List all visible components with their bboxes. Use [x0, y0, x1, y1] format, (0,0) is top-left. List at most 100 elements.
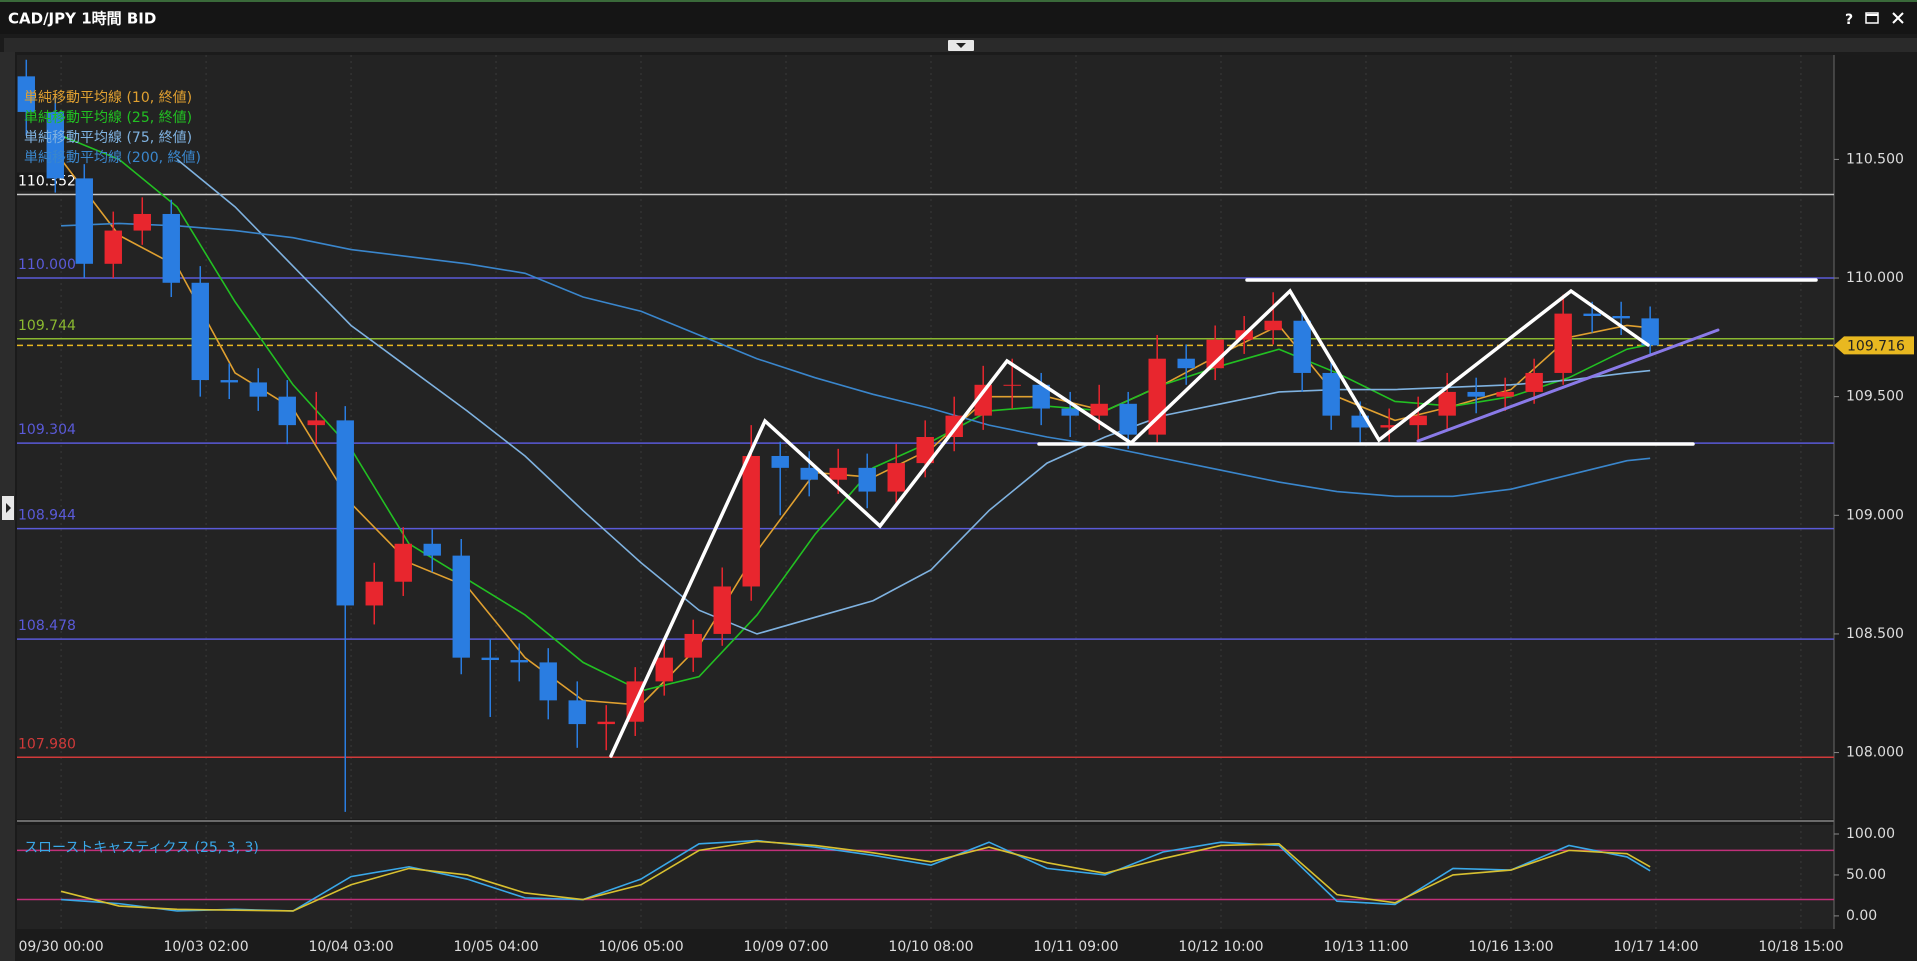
title-bar	[0, 0, 1917, 34]
candle-body	[423, 543, 441, 556]
x-tick-label: 10/03 02:00	[163, 939, 248, 955]
maximize-button[interactable]	[1865, 12, 1879, 24]
candle-body	[1293, 320, 1311, 373]
candle-body	[1206, 339, 1224, 369]
candle-body	[539, 662, 557, 701]
x-tick-label: 10/18 15:00	[1758, 939, 1843, 955]
x-tick-label: 10/09 07:00	[743, 939, 828, 955]
oscillator-layer	[17, 839, 1834, 912]
candle-body	[1438, 391, 1456, 416]
candle-body	[191, 282, 209, 381]
oscillator-tick-label: 100.00	[1846, 826, 1895, 842]
oscillator-line	[60, 840, 1651, 912]
candle-body	[336, 420, 354, 606]
candle-body	[597, 721, 615, 725]
side-panel-toggle[interactable]	[2, 496, 14, 520]
candle-body	[1467, 391, 1485, 397]
legend-entry: 単純移動平均線 (75, 終値)	[24, 130, 192, 146]
x-tick-label: 10/11 09:00	[1033, 939, 1118, 955]
candle-body	[568, 700, 586, 725]
oscillator-tick-label: 50.00	[1846, 867, 1886, 883]
rising-trendline	[1416, 328, 1720, 443]
candle-body	[481, 657, 499, 661]
oscillator-line	[61, 839, 1651, 912]
candle-body	[1409, 415, 1427, 426]
candle-body	[887, 463, 905, 492]
current-price-tag	[1834, 336, 1914, 355]
side-toggle-arrow	[6, 503, 11, 513]
candle-body	[104, 230, 122, 264]
candle-body	[1583, 313, 1601, 316]
candle-body	[1003, 384, 1021, 386]
candle-body	[1032, 384, 1050, 409]
level-label: 107.980	[18, 736, 76, 752]
y-tick-label: 108.500	[1846, 626, 1904, 642]
candle-body	[510, 660, 528, 663]
candle-body	[1119, 403, 1137, 435]
window-title: CAD/JPY 1時間 BID	[8, 10, 156, 28]
x-tick-label: 10/10 08:00	[888, 939, 973, 955]
x-tick-label: 10/16 13:00	[1468, 939, 1553, 955]
drawn-trendlines	[609, 278, 1818, 758]
level-label: 108.478	[18, 618, 76, 634]
candle-body	[278, 396, 296, 426]
candle-body	[1322, 372, 1340, 416]
axes-layer: 09/30 00:00 10/03 02:00 10/04 03:00 10/05 0…	[18, 151, 1914, 955]
maximize-icon	[1865, 12, 1879, 24]
toolbar-toggle[interactable]	[948, 40, 974, 51]
x-tick-label: 10/12 10:00	[1178, 939, 1263, 955]
legend-entry: 単純移動平均線 (10, 終値)	[24, 90, 192, 106]
close-icon	[1892, 12, 1904, 24]
oscillator-panel	[17, 825, 1834, 929]
candle-layer	[17, 59, 1659, 812]
candle-body	[1264, 320, 1282, 331]
candle-body	[1090, 403, 1108, 416]
candle-body	[394, 543, 412, 582]
level-label: 108.944	[18, 508, 76, 524]
candle-body	[713, 586, 731, 634]
close-button[interactable]	[1892, 12, 1904, 24]
candle-body	[684, 633, 702, 658]
help-button[interactable]: ?	[1845, 12, 1853, 28]
candle-body	[249, 382, 267, 397]
candle-body	[742, 455, 760, 587]
candle-body	[800, 467, 818, 480]
x-tick-label: 09/30 00:00	[18, 939, 103, 955]
toolbar-toggle-arrow	[956, 43, 966, 48]
oscillator-title: スローストキャスティクス (25, 3, 3)	[24, 840, 259, 856]
candle-body	[1641, 318, 1659, 346]
legend: 単純移動平均線 (10, 終値) 単純移動平均線 (25, 終値) 単純移動平均線 …	[24, 90, 201, 166]
y-tick-label: 108.000	[1846, 745, 1904, 761]
candle-body	[220, 380, 238, 383]
candle-body	[1554, 313, 1572, 373]
legend-entry: 単純移動平均線 (200, 終値)	[24, 150, 201, 166]
candle-body	[17, 76, 35, 112]
x-tick-label: 10/06 05:00	[598, 939, 683, 955]
moving-average-line	[176, 158, 1651, 635]
candle-body	[307, 420, 325, 426]
y-tick-label: 109.000	[1846, 507, 1904, 523]
candle-body	[1612, 315, 1630, 319]
candle-body	[945, 415, 963, 437]
legend-entry: 単純移動平均線 (25, 終値)	[24, 110, 192, 126]
candle-body	[1351, 415, 1369, 428]
candle-body	[162, 213, 180, 283]
candle-body	[771, 455, 789, 468]
y-tick-label: 110.500	[1846, 151, 1904, 167]
candle-body	[46, 111, 64, 179]
y-tick-label: 110.000	[1846, 270, 1904, 286]
level-label: 110.000	[18, 257, 76, 273]
candle-body	[916, 437, 934, 464]
candle-body	[1380, 425, 1398, 428]
oscillator-tick-label: 0.00	[1846, 908, 1877, 924]
x-tick-label: 10/13 11:00	[1323, 939, 1408, 955]
candle-body	[75, 178, 93, 264]
candle-body	[829, 467, 847, 480]
level-label: 109.744	[18, 318, 76, 334]
candle-body	[452, 555, 470, 658]
y-tick-label: 109.500	[1846, 389, 1904, 405]
x-tick-label: 10/17 14:00	[1613, 939, 1698, 955]
candle-body	[133, 213, 151, 231]
